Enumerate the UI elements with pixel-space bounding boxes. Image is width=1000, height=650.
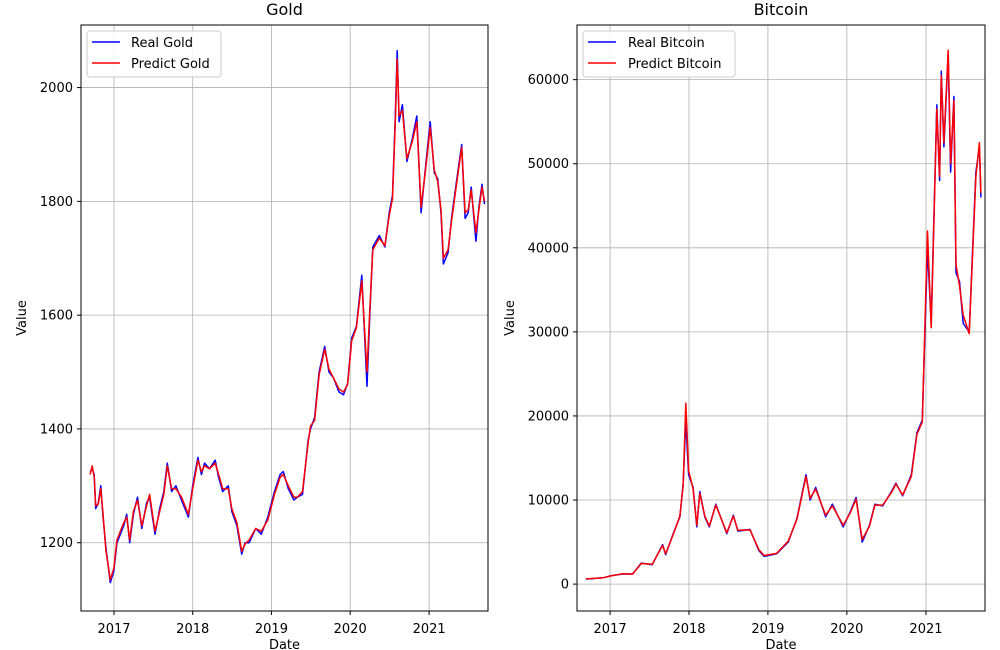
chart-gold: 2017 2018 2019 2020 2021 1200 1400 1600 1800 200… [15, 0, 489, 650]
bitcoin-x-tick-label: 2017 [594, 622, 627, 637]
bitcoin-y-tick-label: 40000 [528, 241, 569, 256]
bitcoin-y-ticks: 0 10000 20000 30000 40000 50000 60000 [528, 73, 577, 593]
gold-legend-label-predict: Predict Gold [131, 57, 210, 72]
bitcoin-legend-box [582, 30, 736, 78]
gold-legend-box [86, 30, 222, 78]
bitcoin-x-tick-label: 2018 [672, 622, 705, 637]
bitcoin-y-tick-label: 30000 [528, 325, 569, 340]
bitcoin-x-tick-label: 2020 [830, 622, 863, 637]
gold-x-tick-label: 2017 [97, 622, 130, 637]
bitcoin-y-tick-label: 10000 [528, 494, 569, 509]
bitcoin-y-tick-label: 60000 [528, 73, 569, 88]
gold-x-tick-label: 2019 [255, 622, 288, 637]
gold-y-tick-label: 1800 [40, 195, 73, 210]
bitcoin-legend-label-real: Real Bitcoin [628, 36, 705, 51]
gold-plot-area [81, 25, 488, 611]
gold-y-tick-label: 1400 [40, 422, 73, 437]
gold-x-tick-label: 2018 [176, 622, 209, 637]
gold-legend: Real Gold Predict Gold [86, 30, 222, 78]
bitcoin-series-lines [585, 49, 982, 580]
bitcoin-plot-area [577, 25, 985, 611]
bitcoin-y-tick-label: 20000 [528, 409, 569, 424]
gold-legend-label-real: Real Gold [131, 36, 193, 51]
gold-y-ticks: 1200 1400 1600 1800 2000 [40, 81, 81, 551]
bitcoin-x-axis-label: Date [765, 638, 796, 650]
bitcoin-y-axis-label: Value [503, 300, 518, 336]
predict-gold-line [89, 58, 486, 581]
bitcoin-x-tick-label: 2021 [909, 622, 942, 637]
gold-y-tick-label: 2000 [40, 81, 73, 96]
bitcoin-grid [577, 25, 985, 611]
gold-y-tick-label: 1600 [40, 309, 73, 324]
bitcoin-axes-border [576, 24, 986, 612]
gold-chart-title: Gold [266, 0, 303, 19]
bitcoin-x-ticks: 2017 2018 2019 2020 2021 [594, 611, 943, 637]
bitcoin-legend-label-predict: Predict Bitcoin [628, 57, 722, 72]
bitcoin-chart-title: Bitcoin [754, 0, 809, 19]
bitcoin-x-tick-label: 2019 [751, 622, 784, 637]
bitcoin-y-tick-label: 0 [561, 578, 569, 593]
gold-y-axis-label: Value [15, 300, 30, 336]
bitcoin-legend: Real Bitcoin Predict Bitcoin [582, 30, 736, 78]
gold-y-tick-label: 1200 [40, 536, 73, 551]
gold-x-tick-label: 2020 [334, 622, 367, 637]
bitcoin-y-tick-label: 50000 [528, 157, 569, 172]
gold-grid [81, 25, 488, 611]
gold-series-lines [89, 49, 486, 584]
gold-x-ticks: 2017 2018 2019 2020 2021 [97, 611, 446, 637]
gold-x-tick-label: 2021 [413, 622, 446, 637]
chart-bitcoin: 2017 2018 2019 2020 2021 0 10000 20000 30000 400… [503, 0, 986, 650]
gold-x-axis-label: Date [269, 638, 300, 650]
gold-axes-border [80, 24, 489, 612]
predict-bitcoin-line [585, 49, 982, 580]
